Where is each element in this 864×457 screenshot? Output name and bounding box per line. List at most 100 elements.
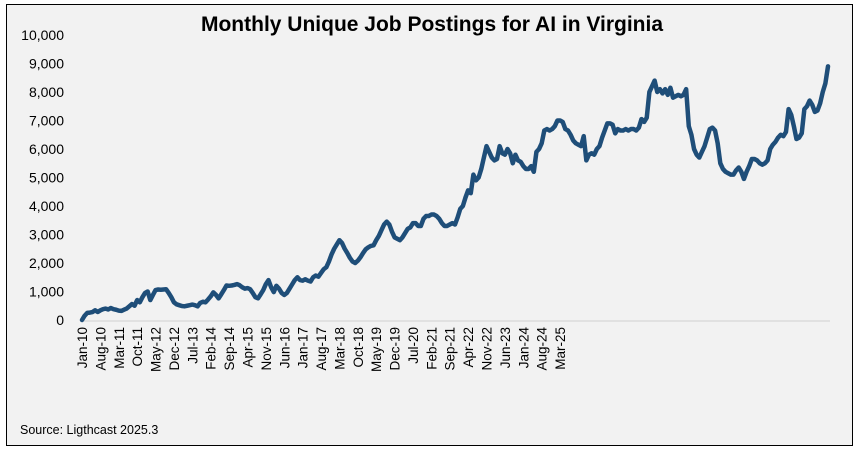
data-point <box>698 156 701 159</box>
data-point <box>456 216 459 219</box>
data-point <box>503 153 507 156</box>
data-point <box>293 278 296 282</box>
data-point <box>101 307 105 311</box>
x-tick-label: May-19 <box>369 327 384 372</box>
data-point <box>246 286 249 290</box>
data-point <box>222 288 226 292</box>
data-point <box>388 223 391 226</box>
data-point <box>498 144 501 148</box>
data-point <box>317 275 320 278</box>
data-point <box>135 298 139 302</box>
data-point <box>332 247 336 250</box>
data-point <box>748 164 751 168</box>
data-point <box>582 134 585 138</box>
data-point <box>716 142 719 145</box>
data-point <box>474 179 478 182</box>
data-point <box>432 213 436 216</box>
data-point <box>251 291 254 295</box>
data-point <box>614 132 617 135</box>
data-point <box>516 159 520 162</box>
data-point <box>96 310 99 314</box>
data-point <box>288 287 291 290</box>
data-point <box>632 127 635 131</box>
x-tick-label: Jul-20 <box>406 327 421 364</box>
data-point <box>283 293 286 297</box>
series-line-ai-job-postings <box>79 64 831 323</box>
data-point <box>107 308 110 311</box>
x-tick-label: Dec-19 <box>388 327 403 371</box>
data-point <box>214 293 218 297</box>
data-point <box>826 65 830 68</box>
data-point <box>611 123 614 126</box>
data-point <box>600 136 604 139</box>
data-point <box>88 311 92 314</box>
data-point <box>141 296 144 299</box>
data-point <box>742 177 746 181</box>
data-point <box>653 79 656 82</box>
data-point <box>590 152 593 155</box>
data-point <box>687 125 690 128</box>
data-point <box>637 126 641 129</box>
data-point <box>761 163 764 166</box>
data-point <box>734 169 738 172</box>
data-point <box>585 159 588 162</box>
data-point <box>682 93 685 97</box>
data-point <box>482 156 486 159</box>
data-point <box>196 305 199 308</box>
data-point <box>256 297 260 300</box>
data-point <box>175 303 178 306</box>
y-tick-label: 0 <box>56 312 64 328</box>
data-point <box>314 274 317 277</box>
data-point <box>603 129 606 132</box>
data-point <box>627 129 630 132</box>
data-point <box>779 133 782 136</box>
data-point <box>361 251 365 255</box>
data-point <box>459 207 462 211</box>
data-point <box>729 173 733 176</box>
data-point <box>690 133 693 136</box>
data-point <box>427 214 430 218</box>
data-point <box>677 93 680 97</box>
data-point <box>797 136 801 139</box>
data-point <box>435 214 438 218</box>
data-point <box>372 244 375 247</box>
data-point <box>133 304 136 307</box>
data-point <box>217 297 220 300</box>
data-point <box>311 276 315 279</box>
data-point <box>464 196 467 199</box>
data-point <box>787 107 790 111</box>
data-point <box>403 231 407 235</box>
data-point <box>645 116 648 119</box>
data-point <box>204 301 207 304</box>
data-point <box>550 127 554 131</box>
data-point <box>443 224 446 228</box>
data-point <box>406 227 409 230</box>
data-point <box>241 286 244 289</box>
data-point <box>472 173 475 176</box>
data-point <box>579 144 583 148</box>
x-tick-label: Apr-15 <box>240 327 255 368</box>
data-point <box>375 239 378 242</box>
data-point <box>243 287 247 290</box>
data-point <box>445 224 449 228</box>
data-point <box>396 237 399 240</box>
data-point <box>114 308 118 311</box>
data-point <box>616 127 620 131</box>
data-point <box>377 234 381 238</box>
data-point <box>235 282 239 286</box>
data-point <box>264 282 268 286</box>
data-point <box>692 147 696 151</box>
data-point <box>380 229 383 232</box>
data-point <box>338 239 341 242</box>
data-point <box>506 147 509 151</box>
data-point <box>561 120 564 124</box>
x-tick-label: Jun-16 <box>277 327 292 368</box>
data-point <box>493 159 496 162</box>
y-tick-label: 2,000 <box>29 255 64 271</box>
source-note: Source: Ligthcast 2025.3 <box>20 423 158 437</box>
data-point <box>409 226 412 229</box>
data-point <box>112 307 115 311</box>
y-tick-label: 5,000 <box>29 170 64 186</box>
data-point <box>411 221 415 225</box>
data-point <box>532 170 535 173</box>
